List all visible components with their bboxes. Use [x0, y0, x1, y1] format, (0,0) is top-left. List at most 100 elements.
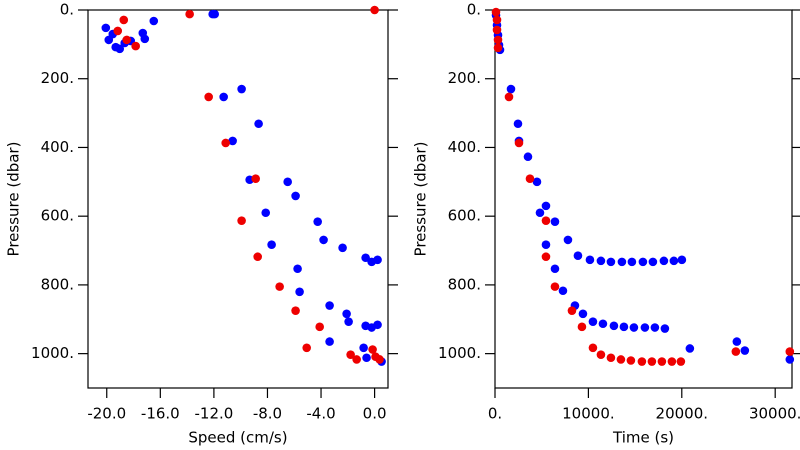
x-tick-label: -8.0 [253, 405, 282, 423]
data-point [493, 43, 503, 53]
x-tick-label: -4.0 [306, 405, 335, 423]
data-point [669, 256, 679, 266]
data-point [237, 84, 246, 94]
data-point [491, 7, 501, 17]
y-tick-label: 400. [448, 138, 481, 156]
data-point [606, 257, 616, 267]
y-tick-label: 600. [41, 207, 74, 225]
data-point [660, 324, 670, 333]
data-point [346, 350, 355, 359]
y-tick-label: 1000. [438, 344, 481, 362]
data-point [373, 255, 382, 265]
data-point [113, 26, 123, 36]
data-point [647, 357, 657, 366]
data-point [101, 23, 111, 33]
data-point [588, 317, 598, 326]
data-point [283, 177, 292, 187]
data-point [493, 35, 503, 45]
data-point [261, 208, 271, 218]
data-point [541, 201, 551, 211]
data-point [361, 253, 370, 263]
data-point [295, 287, 304, 297]
data-point [596, 350, 606, 359]
data-point [267, 240, 276, 250]
data-point [131, 41, 140, 51]
x-tick-label: -20.0 [87, 405, 126, 423]
data-point [513, 119, 523, 129]
data-point [492, 15, 502, 25]
data-point [122, 35, 132, 45]
data-point [293, 264, 302, 274]
y-tick-label: 600. [448, 207, 481, 225]
data-point [368, 345, 377, 354]
x-tick-label: 30000. [749, 405, 800, 423]
data-point [204, 92, 213, 102]
data-point [514, 138, 524, 148]
data-point [291, 191, 300, 201]
data-point [291, 306, 300, 315]
data-point [640, 323, 650, 332]
data-point [550, 217, 560, 226]
data-point [525, 174, 535, 184]
data-point [550, 264, 560, 274]
data-point [313, 217, 322, 226]
data-point [302, 343, 312, 353]
data-point [237, 216, 246, 225]
data-point [140, 34, 150, 44]
data-point [253, 252, 262, 262]
data-point [115, 44, 125, 54]
data-point [210, 9, 219, 19]
data-point [319, 235, 328, 245]
data-point [558, 286, 568, 296]
data-point [523, 152, 533, 162]
data-point [375, 355, 384, 364]
y-tick-label: 1000. [31, 344, 74, 362]
data-point [732, 337, 742, 346]
data-point [626, 356, 636, 365]
data-point [638, 257, 648, 267]
data-point [685, 344, 695, 353]
data-point [251, 174, 260, 184]
data-point [785, 347, 795, 356]
data-point [541, 216, 551, 225]
data-point [617, 257, 627, 267]
data-point [532, 177, 542, 187]
data-point [577, 322, 587, 332]
data-point [573, 251, 583, 260]
data-point [149, 16, 159, 26]
data-point [648, 257, 658, 267]
data-point [254, 119, 263, 129]
data-point [315, 322, 324, 332]
y-tick-label: 200. [41, 69, 74, 87]
data-point [585, 255, 595, 265]
data-point [616, 355, 626, 364]
plot-frame [87, 9, 389, 389]
x-tick-label: 0.0 [363, 405, 387, 423]
data-point [359, 343, 368, 353]
data-point [342, 309, 351, 319]
data-point [344, 317, 353, 326]
data-point [535, 208, 545, 218]
y-tick-label: 0. [467, 1, 481, 19]
data-point [219, 92, 228, 102]
data-point [596, 256, 606, 266]
data-point [677, 255, 687, 265]
data-point [275, 282, 284, 291]
data-point [627, 257, 637, 267]
data-point [731, 347, 741, 356]
data-point [541, 240, 551, 250]
data-point [567, 306, 577, 315]
data-point [338, 243, 347, 253]
y-tick-label: 800. [448, 275, 481, 293]
y-axis-label: Pressure (dbar) [412, 142, 430, 257]
data-point [637, 357, 647, 366]
data-point [676, 357, 686, 366]
x-tick-label: -12.0 [194, 405, 233, 423]
x-tick-label: 10000. [562, 405, 615, 423]
data-point [325, 301, 334, 310]
data-point [659, 256, 669, 266]
y-tick-label: 400. [41, 138, 74, 156]
x-tick-label: -16.0 [141, 405, 180, 423]
data-point [352, 355, 361, 364]
data-point [221, 138, 230, 148]
